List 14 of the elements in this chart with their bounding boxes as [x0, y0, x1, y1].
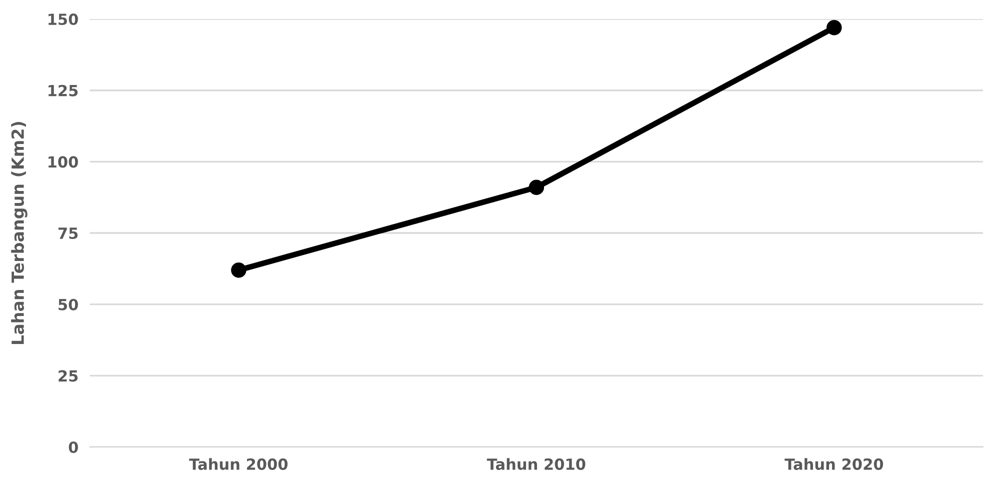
- point: [528, 180, 544, 196]
- x-tick-label: Tahun 2020: [784, 458, 884, 470]
- x-tick-label: Tahun 2000: [189, 458, 288, 470]
- y-tick-label: 0: [68, 441, 78, 454]
- x-tick-label: Tahun 2010: [486, 458, 586, 470]
- point: [231, 262, 246, 278]
- y-tick-label: 100: [48, 156, 78, 168]
- point: [826, 20, 842, 36]
- y-tick-label: 50: [58, 298, 78, 310]
- y-tick-label: 150: [48, 13, 78, 26]
- y-axis-title: Lahan Terbangun (Km2): [11, 122, 28, 344]
- y-tick-label: 125: [48, 84, 78, 96]
- y-tick-label: 25: [58, 370, 78, 382]
- y-tick-label: 75: [58, 228, 78, 240]
